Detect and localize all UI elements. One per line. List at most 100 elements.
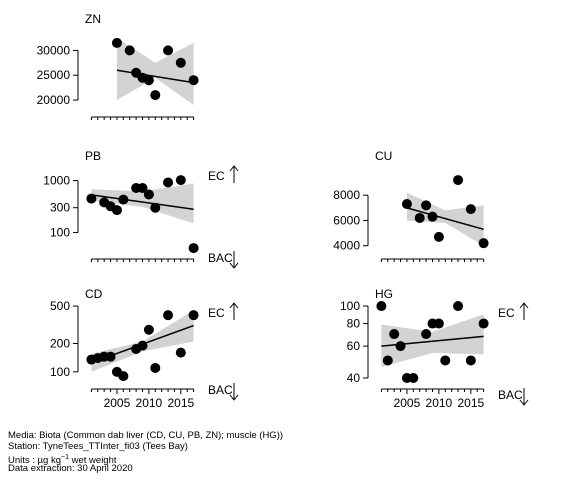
zn-data-point: [188, 75, 199, 86]
cd-data-point: [188, 310, 199, 321]
pb-y-tick-label: 300: [50, 201, 70, 215]
hg-x-tick-label: 2015: [457, 396, 484, 410]
footer-station: Station: TyneTees_TTInter_fi03 (Tees Bay…: [8, 441, 188, 452]
cu-data-point: [465, 204, 476, 215]
zn-data-point: [124, 45, 135, 56]
hg-ec-label: EC: [498, 306, 515, 320]
cd-data-point: [143, 324, 154, 335]
cu-data-point: [427, 211, 438, 222]
pb-y-tick-label: 1000: [43, 174, 70, 188]
arrow-up-icon: [229, 302, 239, 320]
units-exponent: −1: [61, 454, 69, 461]
pb-data-point: [143, 189, 154, 200]
arrow-down-icon: [229, 383, 239, 401]
pb-data-point: [111, 205, 122, 216]
cd-ec-label: EC: [208, 306, 225, 320]
hg-y-tick-label: 100: [340, 299, 360, 313]
units-suffix: wet weight: [68, 455, 117, 467]
cd-y-tick-label: 100: [50, 365, 70, 379]
hg-y-tick-label: 80: [347, 317, 361, 331]
arrow-up-head: [229, 302, 239, 309]
cu-y-tick-label: 8000: [333, 188, 360, 202]
pb-data-point: [137, 182, 148, 193]
cd-data-point: [105, 351, 116, 362]
hg-bac-label: BAC: [498, 388, 523, 402]
cd-x-tick-label: 2010: [136, 396, 163, 410]
cu-data-point: [478, 238, 489, 249]
arrow-up-icon: [519, 302, 529, 320]
pb-data-point: [188, 243, 199, 254]
pb-data-point: [86, 193, 97, 204]
cd-panel: CD 100 200 500 2005 2010 2015 EC BAC: [50, 287, 239, 410]
zn-data-point: [111, 37, 122, 48]
cd-y-tick-label: 200: [50, 337, 70, 351]
cu-title: CU: [375, 149, 392, 163]
arrow-up-icon: [229, 165, 239, 183]
cu-data-point: [421, 200, 432, 211]
cu-data-point: [433, 231, 444, 242]
zn-panel: ZN 20000 25000 30000: [37, 12, 199, 120]
cd-bac-label: BAC: [208, 383, 233, 397]
cu-panel: CU 4000 6000 8000: [333, 149, 489, 262]
cu-trend-line: [406, 207, 484, 231]
pb-confidence-band: [91, 183, 194, 224]
pb-y-tick-label: 100: [50, 225, 70, 239]
cd-y-tick-label: 500: [50, 299, 70, 313]
cd-x-tick-label: 2015: [167, 396, 194, 410]
pb-data-point: [163, 177, 174, 188]
zn-y-tick-label: 25000: [37, 68, 71, 82]
hg-data-point: [382, 355, 393, 366]
hg-data-point: [395, 341, 406, 352]
cu-y-tick-label: 4000: [333, 239, 360, 253]
footer-units: Units : µg kg−1 wet weight: [8, 452, 117, 466]
zn-y-tick-label: 30000: [37, 43, 71, 57]
cd-data-point: [137, 340, 148, 351]
pb-data-point: [150, 202, 161, 213]
cd-data-point: [175, 347, 186, 358]
hg-data-point: [453, 301, 464, 312]
pb-trend-line: [91, 194, 194, 211]
cd-data-point: [118, 371, 129, 382]
cd-data-point: [163, 310, 174, 321]
cd-x-tick-label: 2005: [104, 396, 131, 410]
pb-bac-label: BAC: [208, 251, 233, 265]
cd-confidence-band: [91, 310, 194, 372]
pb-panel: PB 100 300 1000 EC BAC: [43, 149, 239, 269]
hg-x-tick-label: 2010: [426, 396, 453, 410]
arrow-up-head: [519, 302, 529, 309]
zn-data-point: [143, 75, 154, 86]
hg-y-tick-label: 40: [347, 371, 361, 385]
hg-data-point: [465, 355, 476, 366]
arrow-down-icon: [519, 388, 529, 406]
hg-data-point: [478, 318, 489, 329]
units-prefix: Units : µg kg: [8, 455, 61, 467]
cu-y-tick-label: 6000: [333, 213, 360, 227]
cu-data-point: [453, 175, 464, 186]
zn-confidence-band: [116, 37, 194, 106]
zn-data-point: [175, 57, 186, 68]
hg-title: HG: [375, 287, 393, 301]
arrow-down-head: [229, 262, 239, 269]
zn-title: ZN: [85, 12, 101, 26]
hg-data-point: [433, 318, 444, 329]
hg-data-point: [408, 372, 419, 383]
footer-media: Media: Biota (Common dab liver (CD, CU, …: [8, 430, 284, 441]
hg-data-point: [440, 355, 451, 366]
pb-ec-label: EC: [208, 169, 225, 183]
cd-data-point: [150, 362, 161, 373]
hg-x-tick-label: 2005: [394, 396, 421, 410]
footer-extraction: Data extraction: 30 April 2020: [8, 463, 133, 474]
zn-trend-line: [116, 69, 194, 84]
hg-y-tick-label: 60: [347, 339, 361, 353]
arrow-down-head: [519, 399, 529, 406]
hg-panel: HG 40 60 80 100 2005 2010 2015 EC BAC: [340, 287, 529, 410]
arrow-down-head: [229, 394, 239, 401]
arrow-down-icon: [229, 251, 239, 269]
pb-title: PB: [85, 149, 101, 163]
zn-y-tick-label: 20000: [37, 93, 71, 107]
pb-data-point: [118, 194, 129, 205]
arrow-up-head: [229, 165, 239, 172]
cu-data-point: [414, 212, 425, 223]
zn-data-point: [150, 90, 161, 101]
